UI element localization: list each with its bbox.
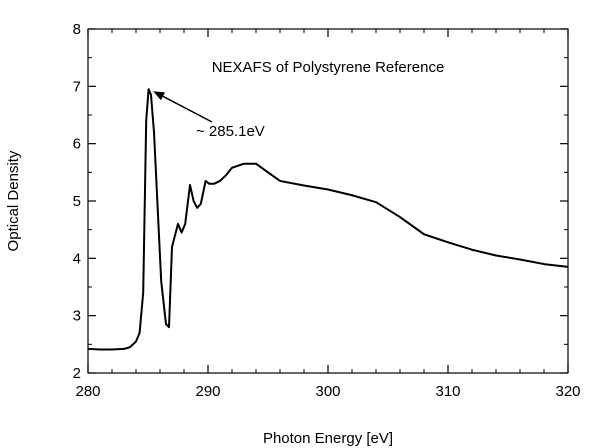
annotation-arrow: [162, 95, 213, 123]
x-axis-title: Photon Energy [eV]: [263, 430, 393, 447]
x-tick-label: 310: [435, 383, 460, 400]
tick-marks: [87, 28, 569, 374]
chart-title: NEXAFS of Polystyrene Reference: [212, 59, 445, 76]
tick-labels: 280 290 300 310 320 2 3 4 5 6 7 8: [73, 21, 581, 400]
y-tick-label: 3: [73, 308, 81, 325]
y-tick-label: 4: [73, 250, 81, 267]
y-tick-label: 7: [73, 78, 81, 95]
series-line-polystyrene: [87, 88, 569, 351]
plot-frame: [87, 28, 569, 374]
y-axis-title: Optical Density: [5, 150, 22, 251]
y-tick-label: 8: [73, 21, 81, 38]
y-tick-label: 6: [73, 136, 81, 153]
annotation-arrowhead: [153, 91, 166, 101]
x-tick-label: 320: [555, 383, 580, 400]
y-tick-label: 5: [73, 193, 81, 210]
x-tick-label: 300: [315, 383, 340, 400]
annotation-label: ~ 285.1eV: [196, 123, 265, 140]
x-tick-label: 290: [195, 383, 220, 400]
x-tick-label: 280: [75, 383, 100, 400]
y-tick-label: 2: [73, 365, 81, 382]
